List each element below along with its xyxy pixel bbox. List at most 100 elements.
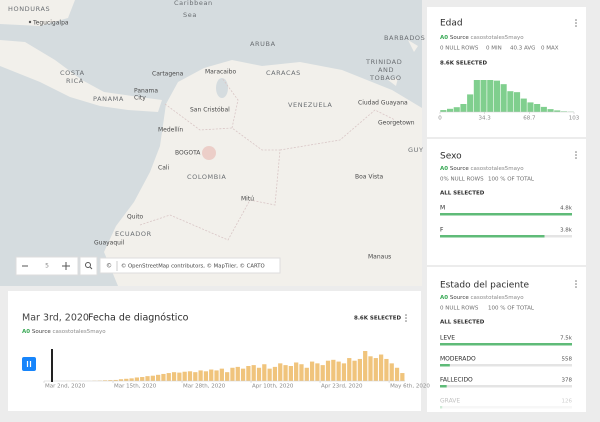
lake: [216, 78, 228, 98]
category-bar: [440, 385, 447, 388]
category-value: 3.8k: [560, 228, 573, 234]
layer-id: A0: [440, 295, 448, 301]
histogram-bar: [500, 84, 507, 112]
widget-title: Estado del paciente: [440, 281, 530, 291]
widget-source: A0 Source casostotales5mayo: [440, 295, 524, 301]
timeline-bar: [267, 368, 272, 381]
source-label: Source: [450, 35, 470, 41]
timeline-bar: [256, 367, 262, 381]
selection-state: ALL SELECTED: [440, 320, 485, 326]
widget-source: A0 Source casostotales5mayo: [440, 35, 524, 41]
map-label: TRINIDAD: [365, 58, 402, 66]
map-label: San Cristóbal: [190, 107, 230, 114]
timeline-bar: [193, 372, 198, 381]
timeline-bar: [384, 358, 389, 381]
time-scrubber: [51, 349, 53, 382]
map-label: AND: [378, 66, 394, 74]
timeline-bar: [187, 371, 193, 381]
timeline-bar: [352, 360, 357, 381]
widget-stat: 0% NULL ROWS: [440, 177, 484, 183]
timeline-bar: [288, 366, 293, 381]
map-label: Medellín: [158, 127, 183, 134]
source-name: casostotales5mayo: [470, 166, 524, 172]
category-label: FALLECIDO: [440, 377, 473, 384]
timeline-bar: [246, 366, 251, 381]
widget-menu[interactable]: [405, 314, 407, 322]
layer-id: A0: [440, 35, 448, 41]
timeline-bar: [219, 368, 224, 381]
search-button[interactable]: [79, 256, 98, 276]
x-tick-label: Mar 2nd, 2020: [45, 384, 86, 390]
category-label: LEVE: [440, 335, 455, 342]
category-bar: [440, 343, 572, 346]
widget-title: Fecha de diagnóstico: [88, 313, 189, 324]
map-label: GUY: [408, 146, 424, 154]
timeline-bar: [108, 380, 113, 381]
timeline-bar: [166, 373, 171, 381]
map-label: Tegucigalpa: [32, 20, 69, 27]
timeline-bar: [394, 367, 400, 381]
histogram-bar: [447, 108, 454, 112]
histogram-bar: [493, 80, 500, 112]
zoom-in[interactable]: [62, 262, 70, 270]
timeline-bar: [272, 366, 278, 381]
map-label: Cartagena: [152, 71, 184, 78]
timeline-bar: [294, 362, 299, 381]
histogram-bar: [527, 102, 534, 112]
timeline-bar: [145, 376, 150, 381]
map-label: VENEZUELA: [288, 101, 332, 109]
histogram-bar: [520, 98, 527, 112]
timeline-bar: [325, 360, 331, 381]
timeline-bar: [357, 358, 362, 381]
attribution-button[interactable]: ©: [106, 263, 112, 270]
category-label: MODERADO: [440, 356, 476, 363]
timeline-bar: [341, 363, 347, 381]
map-label: PANAMA: [93, 95, 124, 103]
source-label: Source: [450, 295, 470, 301]
category-value: 4.8k: [560, 206, 573, 212]
map-label: Caribbean: [174, 0, 213, 7]
timeline-bar: [182, 371, 187, 381]
widget-card: [8, 291, 421, 411]
search-icon: [85, 262, 91, 268]
widget-source: A0 Source casostotales5mayo: [440, 166, 524, 172]
histogram-bar: [560, 111, 567, 112]
widget-stat: 0 NULL ROWS: [440, 46, 479, 52]
timeline-bar: [368, 356, 373, 381]
widget-card: [427, 7, 586, 137]
timeline-bar: [400, 373, 405, 381]
density-spot: [202, 146, 216, 160]
timeline-bar: [363, 351, 368, 381]
category-bar: [440, 235, 545, 238]
map-label: Guayaquil: [94, 240, 125, 247]
map-label: Boa Vista: [355, 174, 383, 181]
timeline-bar: [320, 365, 325, 381]
map-label: Quito: [127, 214, 144, 221]
map-label: BOGOTA: [175, 150, 201, 157]
timeline-bar: [315, 363, 320, 381]
attribution: © OpenStreetMap contributors, © MapTiler…: [121, 263, 265, 270]
map-label: HONDURAS: [8, 5, 50, 13]
land: [104, 60, 422, 286]
source-name: casostotales5mayo: [52, 329, 106, 335]
play-pause-button[interactable]: [22, 357, 36, 371]
map-controls: 5 © © OpenStreetMap contributors, © MapT…: [15, 256, 281, 276]
selection-state: ALL SELECTED: [440, 191, 485, 197]
map-label: BARBADOS: [384, 34, 425, 42]
widget-stat: 100 % OF TOTAL: [488, 306, 535, 312]
timeline-bar: [118, 379, 124, 381]
timeline-bar: [336, 361, 341, 381]
x-tick-label: Apr 10th, 2020: [252, 384, 294, 390]
histogram-bar: [554, 110, 561, 112]
widget-menu[interactable]: [575, 19, 577, 27]
timeline-bar: [124, 378, 129, 381]
attribution-box: [99, 257, 281, 274]
map-label: ECUADOR: [115, 230, 152, 238]
widget-menu[interactable]: [575, 280, 577, 288]
source-name: casostotales5mayo: [470, 35, 524, 41]
x-tick-label: Apr 23rd, 2020: [321, 384, 363, 390]
widget-menu[interactable]: [575, 151, 577, 159]
map-label: City: [134, 95, 146, 102]
histogram-bar: [473, 80, 480, 112]
